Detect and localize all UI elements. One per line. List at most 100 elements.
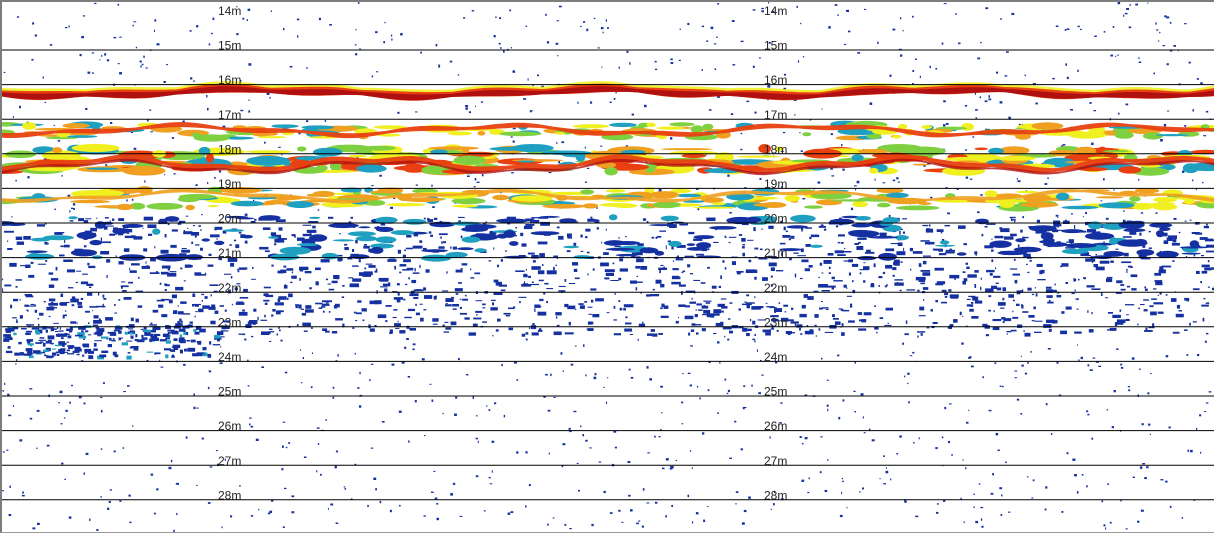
echo-speckle xyxy=(440,237,442,239)
depth-label-19m: 19m xyxy=(764,177,787,191)
echo-speckle xyxy=(691,329,694,332)
echo-speckle xyxy=(1037,264,1043,267)
echo-speckle xyxy=(1013,300,1015,302)
echo-speckle xyxy=(1202,271,1208,274)
echo-speckle xyxy=(24,305,28,307)
echo-speckle xyxy=(392,364,395,366)
echo-speckle xyxy=(1021,365,1023,367)
echo-speckle xyxy=(375,300,382,304)
echo-speckle xyxy=(857,52,860,54)
echo-speckle xyxy=(607,27,609,29)
echo-speckle xyxy=(894,283,904,286)
echo-speckle xyxy=(542,264,544,266)
echo-speckle xyxy=(943,100,946,102)
echo-speckle xyxy=(1005,75,1008,76)
echo-speckle xyxy=(20,315,23,318)
scatter-blob xyxy=(375,217,397,224)
scatter-blob xyxy=(462,236,481,242)
echo-speckle xyxy=(437,518,440,520)
echo-speckle xyxy=(67,342,70,343)
echo-speckle xyxy=(1081,357,1083,359)
echo-speckle xyxy=(122,342,128,345)
echo-speckle xyxy=(628,495,631,497)
echo-speckle xyxy=(993,276,1000,278)
echo-speckle xyxy=(1147,3,1148,4)
echo-speckle xyxy=(575,346,577,347)
scatter-blob xyxy=(989,241,1011,248)
echo-speckle xyxy=(1037,279,1045,280)
scatter-blob xyxy=(848,230,873,236)
echo-speckle xyxy=(509,10,511,12)
scatter-blob xyxy=(122,224,144,228)
echo-speckle xyxy=(807,492,809,493)
echo-speckle xyxy=(942,437,944,439)
echo-speckle xyxy=(1027,476,1028,478)
echo-speckle xyxy=(1131,288,1136,290)
echo-speckle xyxy=(326,302,329,303)
echo-speckle xyxy=(38,340,46,341)
echo-speckle xyxy=(1106,218,1109,220)
echo-speckle xyxy=(601,27,604,29)
depth-label-22m: 22m xyxy=(218,281,241,295)
echo-speckle xyxy=(547,270,557,274)
echo-speckle xyxy=(1163,45,1166,46)
depth-label-27m: 27m xyxy=(764,454,787,468)
echo-speckle xyxy=(1025,373,1027,375)
echo-speckle xyxy=(92,310,93,311)
echo-speckle xyxy=(413,272,420,274)
echo-speckle xyxy=(70,321,76,323)
echo-speckle xyxy=(303,357,304,359)
echo-speckle xyxy=(972,136,974,137)
echo-speckle xyxy=(1010,268,1018,269)
echo-speckle xyxy=(949,275,959,279)
echo-speckle xyxy=(557,227,560,229)
echo-speckle xyxy=(1000,308,1004,309)
echo-speckle xyxy=(587,252,590,254)
echo-speckle xyxy=(264,287,271,289)
echo-speckle xyxy=(133,25,134,27)
echo-speckle xyxy=(1118,54,1119,56)
echo-speckle xyxy=(105,217,109,219)
echo-speckle xyxy=(1193,288,1200,290)
echo-speckle xyxy=(290,282,292,283)
echo-speckle xyxy=(190,30,192,32)
echo-speckle xyxy=(85,218,91,219)
echo-speckle xyxy=(158,305,163,308)
echo-speckle xyxy=(134,21,137,22)
echo-speckle xyxy=(129,332,134,334)
echo-speckle xyxy=(32,527,35,529)
echo-speckle xyxy=(113,338,115,340)
sub-band-blob xyxy=(146,203,183,210)
echo-speckle xyxy=(33,350,41,353)
sub-band-blob xyxy=(52,147,62,153)
scatter-blob xyxy=(350,254,370,259)
echo-speckle xyxy=(1061,311,1064,314)
echo-speckle xyxy=(1078,359,1079,361)
echo-speckle xyxy=(462,263,468,265)
echo-speckle xyxy=(264,315,266,318)
echo-speckle xyxy=(254,219,256,221)
echo-speckle xyxy=(83,15,85,16)
echo-speckle xyxy=(100,397,102,398)
echo-speckle xyxy=(490,307,497,310)
sub-band-blob xyxy=(1129,196,1141,201)
echo-speckle xyxy=(604,277,609,279)
echo-speckle xyxy=(101,241,111,243)
echo-speckle xyxy=(1116,348,1118,350)
echo-speckle xyxy=(1158,41,1159,42)
echo-speckle xyxy=(292,272,293,274)
echo-speckle xyxy=(1022,311,1028,313)
echo-speckle xyxy=(350,283,359,287)
echo-speckle xyxy=(672,268,678,270)
echo-speckle xyxy=(49,299,55,302)
echo-speckle xyxy=(1025,75,1026,77)
echo-speckle xyxy=(933,322,938,324)
echo-speckle xyxy=(692,323,696,326)
echo-speckle xyxy=(964,521,965,523)
echo-speckle xyxy=(530,110,532,112)
sub-band-blob xyxy=(72,144,120,152)
echo-speckle xyxy=(519,301,521,303)
echo-speckle xyxy=(724,336,725,338)
